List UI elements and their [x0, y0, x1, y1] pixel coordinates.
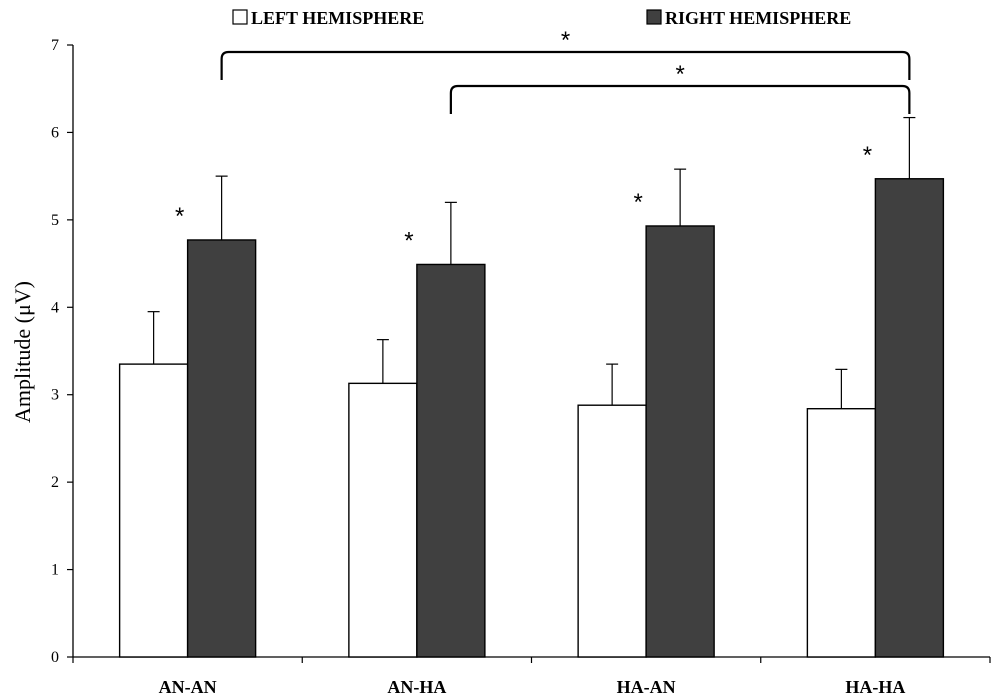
- bar: [118, 363, 189, 658]
- y-tick-label: 6: [51, 124, 59, 141]
- y-tick-label: 3: [51, 387, 59, 404]
- significance-star: *: [404, 227, 413, 254]
- bar: [348, 382, 418, 658]
- bar: [645, 225, 715, 658]
- comparison-bracket: [220, 50, 911, 80]
- y-tick-label: 5: [51, 212, 59, 229]
- legend-label-right: RIGHT HEMISPHERE: [665, 8, 851, 28]
- comparison-bracket: [449, 84, 911, 114]
- x-category-label: AN-HA: [387, 677, 446, 697]
- bar: [186, 239, 257, 658]
- annotations: * * * * * *: [175, 27, 911, 254]
- y-tick-label: 2: [51, 474, 59, 491]
- bracket-star: *: [675, 61, 684, 88]
- y-tick-label: 0: [51, 649, 59, 666]
- legend: LEFT HEMISPHERE RIGHT HEMISPHERE: [232, 8, 851, 28]
- y-tick-label: 7: [51, 37, 59, 54]
- legend-label-left: LEFT HEMISPHERE: [251, 8, 424, 28]
- y-axis-label: Amplitude (μV): [10, 281, 35, 423]
- significance-star: *: [633, 189, 642, 216]
- x-category-label: HA-HA: [845, 677, 905, 697]
- y-tick-label: 1: [51, 562, 59, 579]
- bars: [118, 116, 945, 658]
- bracket-star: *: [561, 27, 570, 54]
- legend-swatch-left: [232, 9, 248, 25]
- bar: [577, 404, 647, 658]
- bar: [806, 408, 877, 658]
- x-category-label: HA-AN: [617, 677, 676, 697]
- bar: [416, 263, 486, 658]
- bar: [874, 178, 945, 658]
- significance-star: *: [863, 142, 872, 169]
- y-tick-label: 4: [51, 299, 59, 316]
- legend-swatch-right: [646, 9, 662, 25]
- x-category-label: AN-AN: [159, 677, 217, 697]
- significance-star: *: [175, 203, 184, 230]
